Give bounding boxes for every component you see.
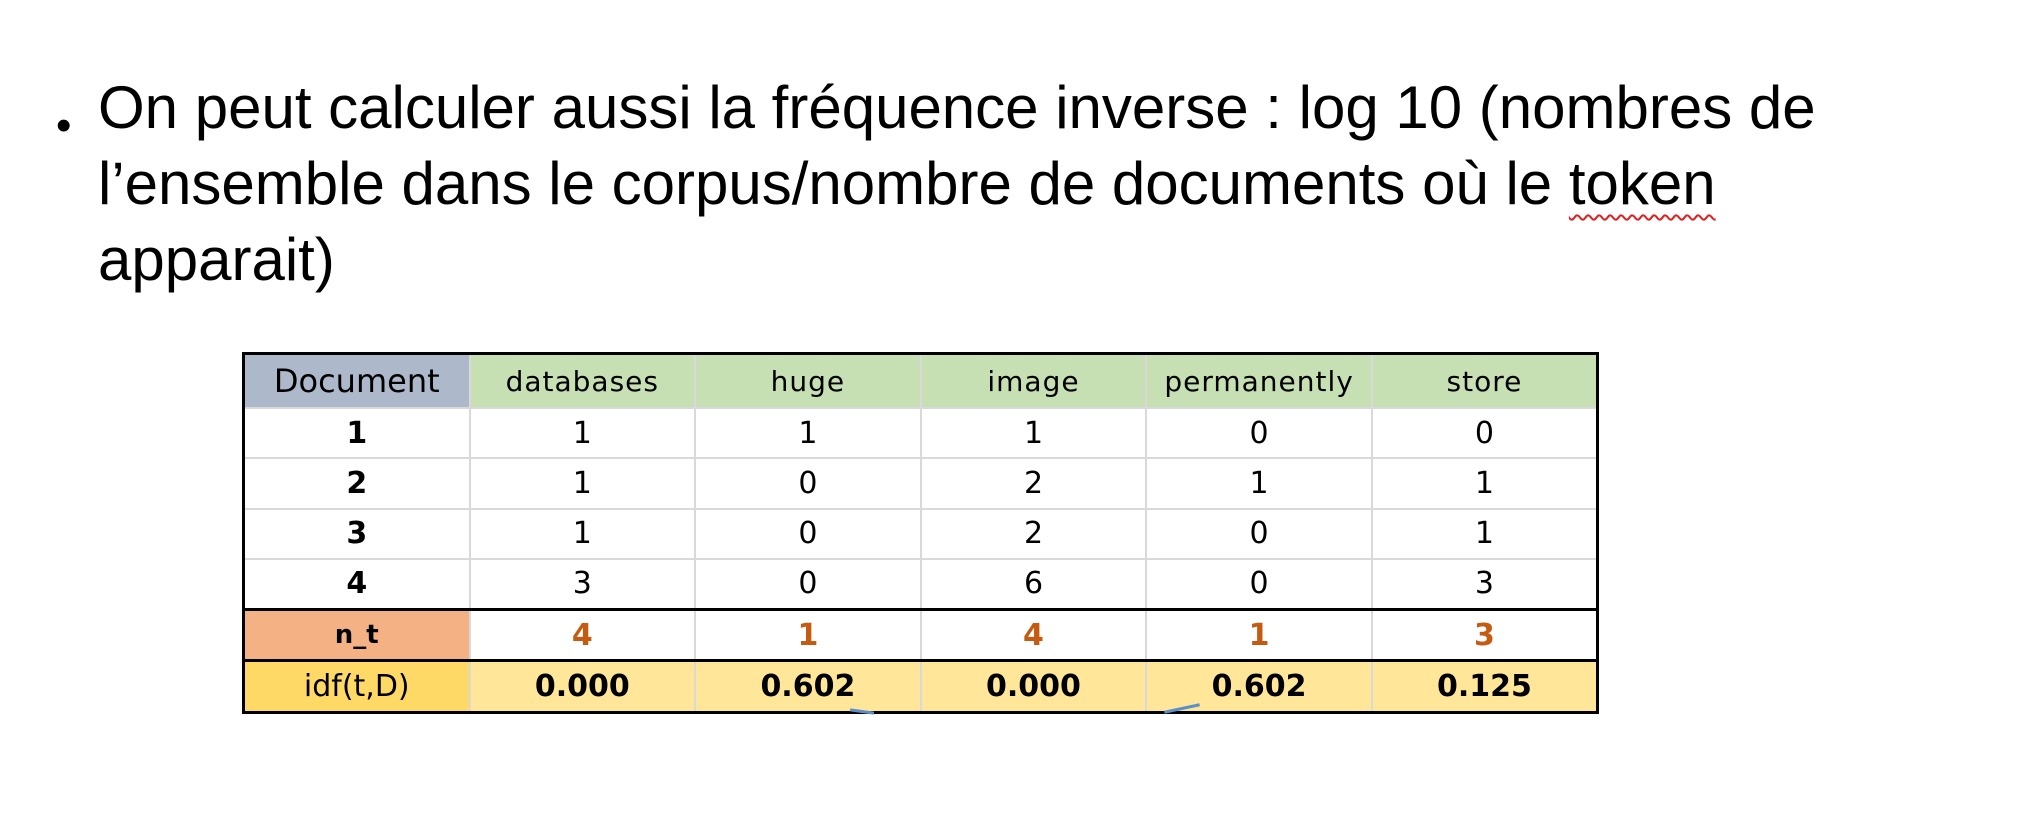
table-cell: 1 <box>694 407 922 460</box>
bullet-line-3: apparait) <box>98 226 335 293</box>
table-cell: 3 <box>1370 557 1599 611</box>
column-header-databases: databases <box>468 352 697 410</box>
nt-label: n_t <box>242 607 471 662</box>
column-header-store: store <box>1370 352 1599 410</box>
tfidf-table[interactable]: Document databases huge image permanentl… <box>242 352 1599 714</box>
idf-label: idf(t,D) <box>242 659 471 714</box>
table-cell: 0 <box>1370 407 1599 460</box>
idf-row: idf(t,D) 0.000 0.602 0.000 0.602 0.125 <box>242 659 1599 714</box>
bullet-line-2: l’ensemble dans le corpus/nombre de docu… <box>98 146 1958 222</box>
bullet-line-2-text: l’ensemble dans le corpus/nombre de docu… <box>98 150 1569 217</box>
table-cell: 1 <box>1370 457 1599 510</box>
table-cell: 1 <box>468 457 697 510</box>
nt-value: 4 <box>919 607 1148 662</box>
table-cell: 1 <box>919 407 1148 460</box>
table-cell: 1 <box>1145 457 1373 510</box>
table-cell: 0 <box>694 457 922 510</box>
bullet-dot-icon: • <box>56 101 72 150</box>
table-row: 2 1 0 2 1 1 <box>242 457 1599 510</box>
row-label-document: 4 <box>242 557 471 611</box>
row-label-document: 3 <box>242 507 471 560</box>
table-row: 4 3 0 6 0 3 <box>242 557 1599 611</box>
idf-value: 0.000 <box>919 659 1148 714</box>
idf-value: 0.602 <box>1145 659 1373 714</box>
nt-value: 1 <box>1145 607 1373 662</box>
column-header-permanently: permanently <box>1145 352 1373 410</box>
table-row: 3 1 0 2 0 1 <box>242 507 1599 560</box>
table-cell: 3 <box>468 557 697 611</box>
table-row: 1 1 1 1 0 0 <box>242 407 1599 460</box>
row-label-document: 1 <box>242 407 471 460</box>
bullet-line-1: On peut calculer aussi la fréquence inve… <box>98 74 1816 141</box>
table-cell: 0 <box>694 557 922 611</box>
idf-value: 0.125 <box>1370 659 1599 714</box>
idf-value: 0.602 <box>694 659 922 714</box>
table-cell: 6 <box>919 557 1148 611</box>
bullet-text: On peut calculer aussi la fréquence inve… <box>98 70 1958 298</box>
column-header-image: image <box>919 352 1148 410</box>
table-cell: 1 <box>1370 507 1599 560</box>
nt-value: 4 <box>468 607 697 662</box>
table-cell: 0 <box>1145 507 1373 560</box>
row-label-document: 2 <box>242 457 471 510</box>
table-cell: 1 <box>468 507 697 560</box>
table-header-row: Document databases huge image permanentl… <box>242 352 1599 410</box>
table-cell: 2 <box>919 507 1148 560</box>
nt-row: n_t 4 1 4 1 3 <box>242 607 1599 662</box>
nt-value: 3 <box>1370 607 1599 662</box>
table-cell: 2 <box>919 457 1148 510</box>
nt-value: 1 <box>694 607 922 662</box>
table-cell: 0 <box>694 507 922 560</box>
table-cell: 0 <box>1145 407 1373 460</box>
idf-value: 0.000 <box>468 659 697 714</box>
spellcheck-flagged-word[interactable]: token <box>1568 150 1716 217</box>
table-cell: 0 <box>1145 557 1373 611</box>
table-cell: 1 <box>468 407 697 460</box>
column-header-document: Document <box>242 352 471 410</box>
column-header-huge: huge <box>694 352 922 410</box>
